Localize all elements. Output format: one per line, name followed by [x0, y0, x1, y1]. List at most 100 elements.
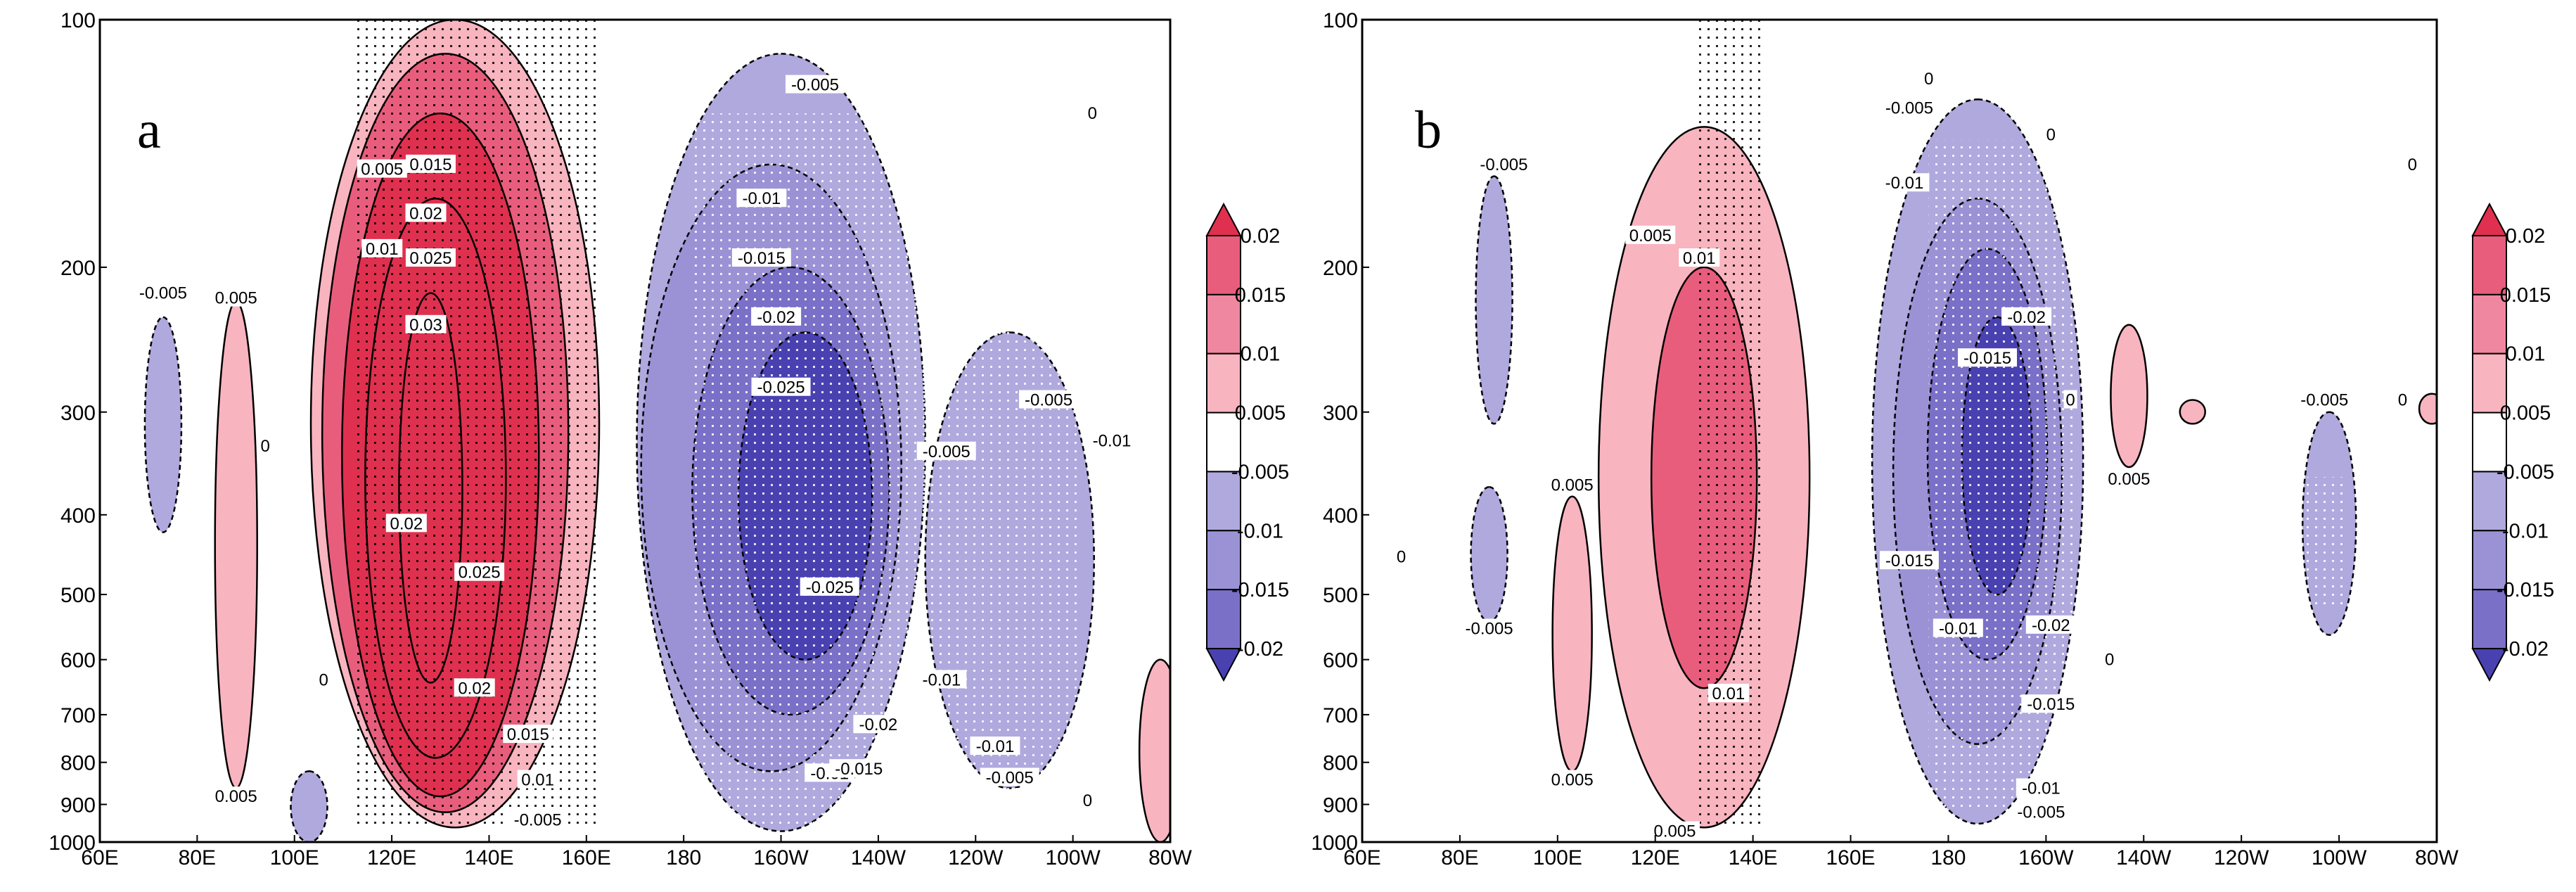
colorbar-label: 0.01 — [2506, 343, 2545, 366]
y-tick-label: 600 — [1323, 649, 1358, 673]
contour-label: 0 — [2405, 154, 2419, 174]
x-tick-label: 120E — [1631, 846, 1680, 869]
contour-label: -0.02 — [2001, 307, 2052, 327]
contour-label: -0.015 — [829, 759, 889, 779]
svg-text:-0.02: -0.02 — [757, 308, 795, 327]
contour-label: 0.005 — [2103, 469, 2154, 489]
colorbar-swatch — [2472, 589, 2507, 650]
contour-label: 0.02 — [385, 514, 427, 533]
svg-text:0.03: 0.03 — [409, 316, 442, 335]
contour-label: 0.005 — [211, 786, 262, 806]
contour-label: 0 — [2395, 390, 2409, 410]
contour-label: 0 — [1922, 69, 1936, 89]
contour-label: -0.025 — [751, 377, 811, 397]
contour-label: -0.01 — [2016, 778, 2066, 798]
svg-text:0.005: 0.005 — [1653, 822, 1696, 841]
x-tick-label: 100W — [1045, 846, 1101, 869]
contour-label: 0.005 — [1625, 225, 1676, 246]
colorbar-swatch — [2472, 412, 2507, 473]
y-tick-label: 800 — [60, 752, 96, 775]
y-tick-label: 800 — [1323, 752, 1358, 775]
y-tick-label: 400 — [1323, 504, 1358, 528]
colorbar-label: -0.02 — [1237, 638, 1283, 661]
anomaly-cell — [1551, 495, 1593, 772]
svg-text:-0.01: -0.01 — [922, 670, 961, 689]
x-tick-label: 180 — [666, 846, 701, 869]
svg-text:-0.015: -0.015 — [835, 760, 883, 779]
contour-label: -0.005 — [980, 767, 1039, 787]
colorbar-label: 0.02 — [2506, 225, 2545, 248]
contour-label: -0.015 — [1958, 348, 2018, 368]
svg-text:0: 0 — [2408, 155, 2417, 174]
y-tick-label: 900 — [1323, 794, 1358, 817]
panel-letter: b — [1415, 101, 1442, 160]
x-tick-label: 60E — [1343, 846, 1380, 869]
x-tick-label: 60E — [81, 846, 118, 869]
contour-label: 0 — [258, 436, 272, 456]
y-tick-label: 700 — [60, 704, 96, 727]
y-tick-label: 200 — [1323, 257, 1358, 280]
x-tick-label: 140E — [1729, 846, 1778, 869]
y-tick-label: 100 — [1323, 9, 1358, 32]
contour-label: -0.005 — [1474, 154, 1534, 174]
anomaly-cell — [143, 316, 183, 533]
colorbar-label: 0.01 — [1241, 343, 1280, 366]
svg-text:0.025: 0.025 — [459, 563, 501, 582]
colorbar: 0.02 0.015 0.01 0.005 -0.005 -0.01 -0.015 -0.02 — [1205, 202, 1289, 682]
contour-label: 0 — [1395, 547, 1409, 567]
contour-label: -0.01 — [916, 670, 967, 689]
contour-label: 0.005 — [1547, 475, 1598, 495]
svg-text:0: 0 — [1083, 791, 1092, 810]
panel-a: -0.005 -0.005 0.005 0.005 0.005 0.015 0.02 0.01… — [49, 9, 1192, 869]
colorbar-label: -0.01 — [2502, 520, 2549, 542]
colorbar-swatch — [1206, 293, 1241, 355]
contour-label: 0.01 — [1679, 248, 1720, 268]
contour-label: 0 — [316, 670, 331, 689]
contour-label: -0.01 — [970, 737, 1020, 756]
contour-label: -0.02 — [2025, 615, 2076, 635]
svg-text:0: 0 — [1397, 548, 1406, 567]
y-tick-label: 600 — [60, 649, 96, 673]
svg-text:-0.01: -0.01 — [1939, 619, 1978, 638]
svg-text:0.005: 0.005 — [215, 289, 257, 308]
y-tick-label: 500 — [60, 584, 96, 607]
svg-text:-0.005: -0.005 — [791, 76, 839, 95]
x-tick-label: 80E — [179, 846, 216, 869]
plot-frame — [1361, 18, 2438, 843]
contour-label: 0.015 — [503, 725, 553, 744]
contour-label: 0 — [2063, 390, 2077, 410]
svg-text:-0.005: -0.005 — [1885, 98, 1933, 117]
svg-text:-0.01: -0.01 — [1885, 174, 1924, 193]
y-tick-label: 700 — [1323, 704, 1358, 727]
svg-text:-0.005: -0.005 — [2017, 803, 2065, 822]
svg-text:-0.015: -0.015 — [1885, 552, 1933, 571]
svg-text:0.02: 0.02 — [409, 204, 442, 223]
contour-label: -0.005 — [508, 810, 568, 830]
contour-label: -0.005 — [1019, 390, 1079, 410]
contour-label: 0.015 — [405, 154, 456, 174]
anomaly-cell — [2110, 324, 2148, 469]
svg-text:0.015: 0.015 — [409, 155, 451, 174]
colorbar-label: 0.005 — [2500, 402, 2551, 425]
contour-label: 0.02 — [405, 203, 447, 223]
x-tick-label: 100E — [1533, 846, 1582, 869]
contour-label: 0.03 — [405, 314, 447, 335]
y-tick-label: 200 — [60, 257, 96, 280]
stipple-region — [352, 20, 596, 828]
contour-label: 0.02 — [454, 678, 495, 698]
contour-label: -0.01 — [736, 189, 787, 208]
anomaly-cell — [1138, 658, 1170, 842]
contour-label: -0.01 — [1879, 173, 1930, 193]
x-tick-label: 100E — [270, 846, 319, 869]
y-tick-label: 400 — [60, 504, 96, 528]
contour-label: -0.005 — [1879, 98, 1939, 117]
y-tick-label: 300 — [1323, 402, 1358, 425]
x-tick-label: 140E — [464, 846, 513, 869]
contour-label: 0.005 — [211, 288, 262, 308]
colorbar-swatch — [2471, 202, 2508, 236]
x-tick-label: 120W — [948, 846, 1004, 869]
contour-label: -0.02 — [853, 715, 904, 734]
colorbar-label: -0.005 — [2497, 461, 2554, 483]
contour-label: -0.01 — [1933, 618, 1983, 638]
contour-label: -0.005 — [133, 283, 193, 303]
